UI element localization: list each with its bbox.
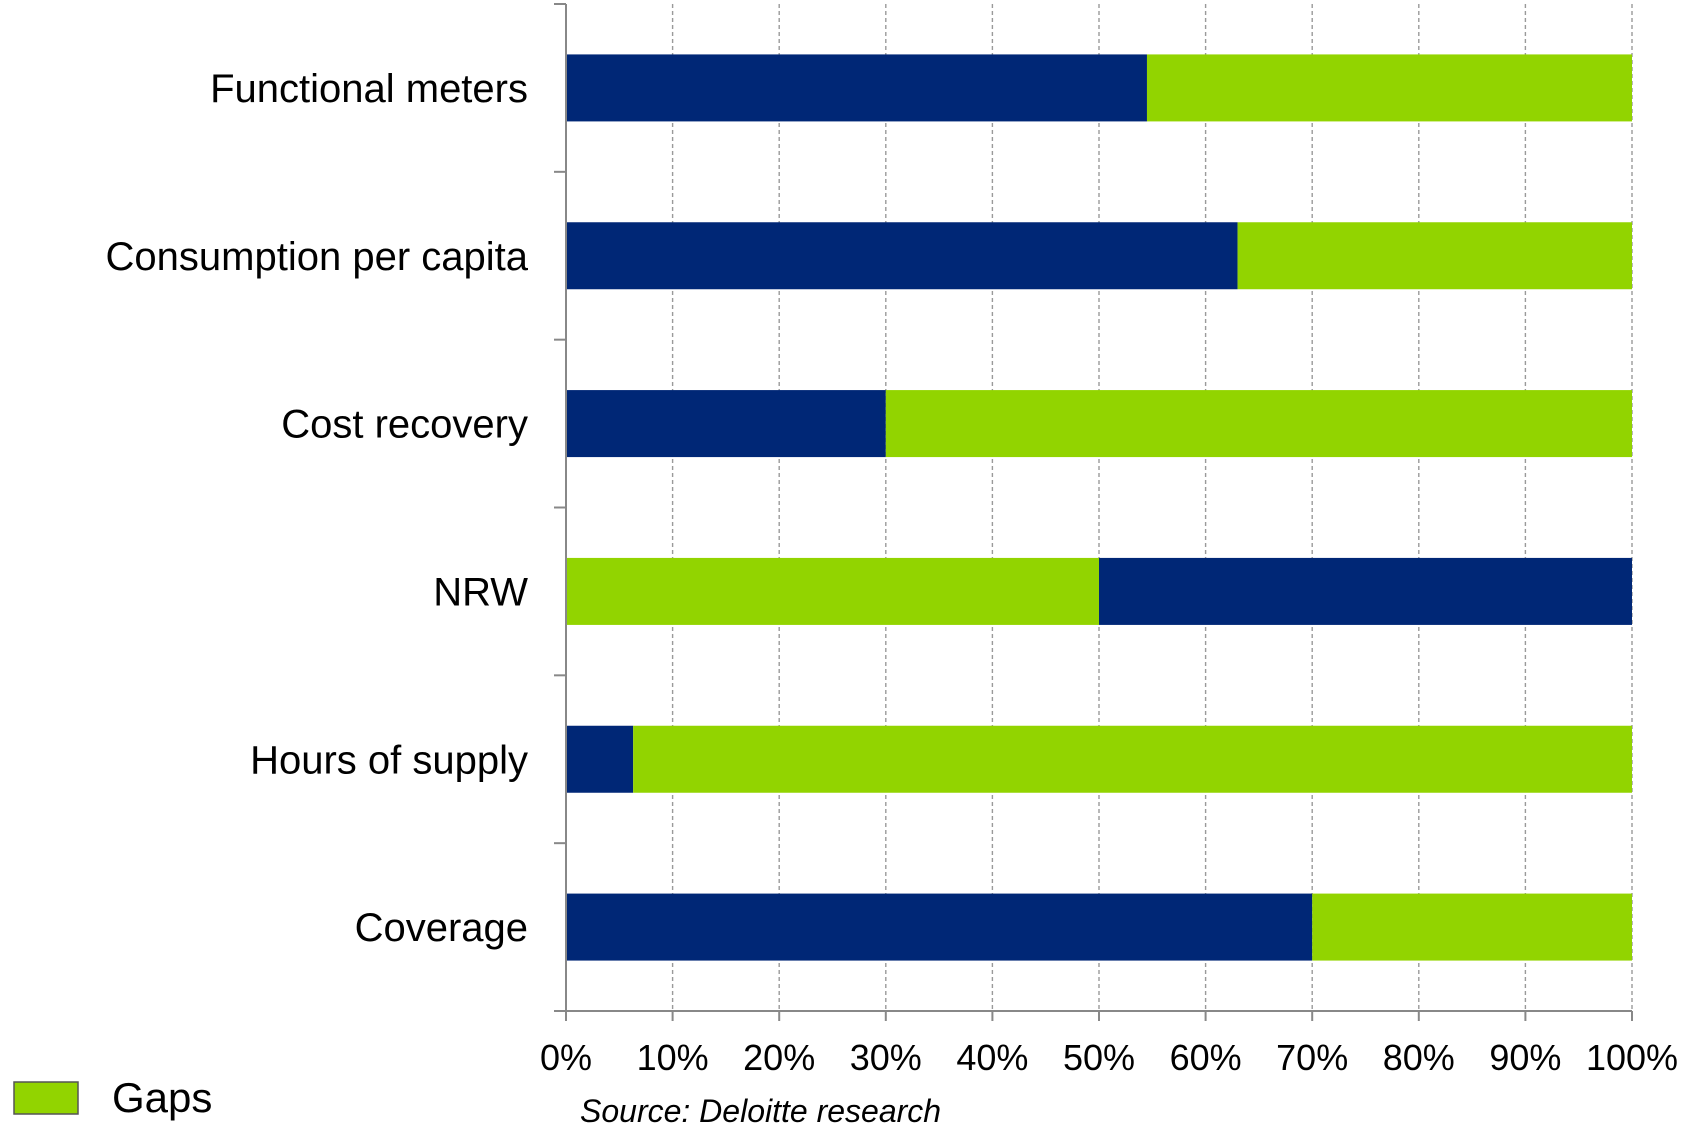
x-tick-label: 20% <box>743 1037 815 1078</box>
bar-segment-gaps <box>1237 222 1632 290</box>
x-tick-label: 40% <box>956 1037 1028 1078</box>
x-tick-label: 80% <box>1383 1037 1455 1078</box>
category-label: Cost recovery <box>281 403 528 447</box>
bar-segment-first <box>566 725 634 793</box>
bar-segment-gaps <box>885 390 1632 458</box>
x-tick-label: 50% <box>1063 1037 1135 1078</box>
gridlines <box>671 4 1633 1011</box>
category-label: Coverage <box>355 906 528 950</box>
legend-swatch-gaps <box>13 1081 79 1115</box>
bar-segment-gaps <box>1146 54 1632 122</box>
bar-segment-gaps <box>633 725 1632 793</box>
bar-segment-first <box>566 893 1313 961</box>
category-labels: Functional meters Consumption per capita C… <box>106 67 529 950</box>
bars <box>566 54 1632 961</box>
category-label: Consumption per capita <box>106 235 529 279</box>
category-label: NRW <box>433 570 528 614</box>
x-tick-label: 70% <box>1276 1037 1348 1078</box>
x-tick-label: 0% <box>540 1037 592 1078</box>
bar-segment-nrw-tail <box>1099 557 1632 625</box>
axes <box>554 3 1633 1021</box>
category-label: Functional meters <box>210 67 528 111</box>
source-note: Source: Deloitte research <box>580 1093 941 1124</box>
bar-segment-first <box>566 390 886 458</box>
x-tick-label: 10% <box>637 1037 709 1078</box>
bar-segment-gaps <box>1312 893 1632 961</box>
legend: Gaps <box>13 1074 212 1121</box>
bar-segment-first <box>566 222 1238 290</box>
x-tick-label: 100% <box>1586 1037 1678 1078</box>
x-tick-label: 90% <box>1489 1037 1561 1078</box>
x-tick-label: 30% <box>850 1037 922 1078</box>
legend-label-gaps: Gaps <box>112 1074 212 1121</box>
x-tick-labels: 0% 10% 20% 30% 40% 50% 60% 70% 80% 90% 100% <box>540 1037 1678 1078</box>
x-tick-label: 60% <box>1170 1037 1242 1078</box>
category-label: Hours of supply <box>250 738 528 782</box>
bar-segment-gaps <box>566 557 1099 625</box>
bar-segment-first <box>566 54 1147 122</box>
